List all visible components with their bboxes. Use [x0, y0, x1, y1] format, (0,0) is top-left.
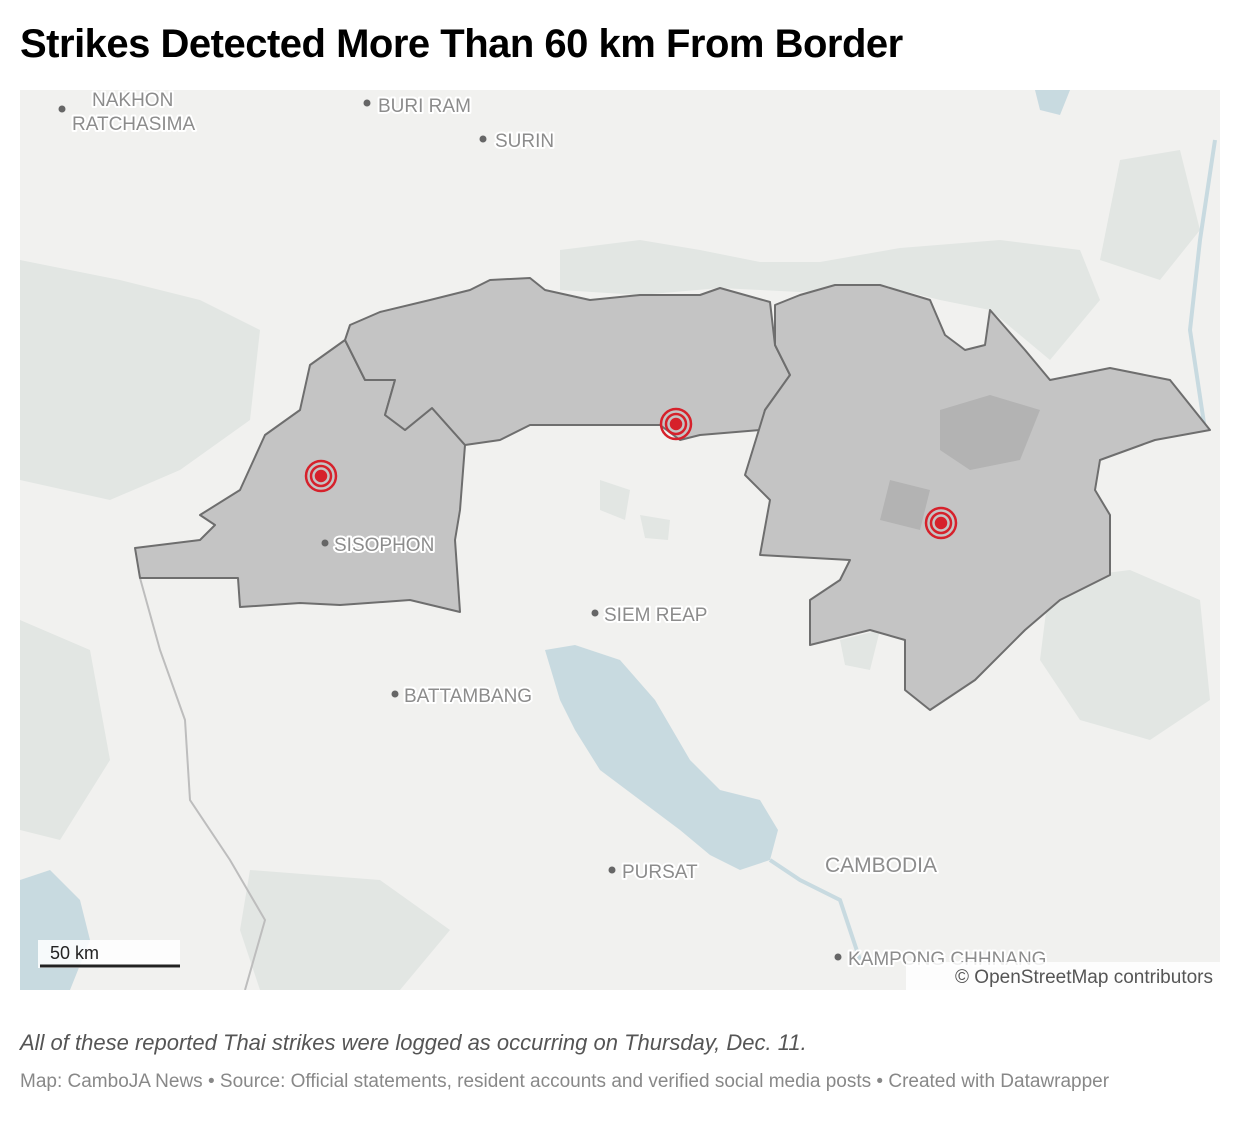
place-label: PURSAT — [622, 862, 698, 883]
river — [768, 858, 862, 961]
place-label: BURI RAM — [378, 96, 471, 117]
strike-markers — [304, 407, 958, 540]
scale-label: 50 km — [50, 943, 99, 963]
place-label: BATTAMBANG — [404, 686, 532, 707]
title: Strikes Detected More Than 60 km From Bo… — [20, 22, 903, 66]
strike-marker — [304, 459, 338, 493]
border — [139, 577, 267, 990]
source: Map: CamboJA News • Source: Official sta… — [20, 1071, 1110, 1092]
map: NAKHON RATCHASIMA BURI RAM SURIN SISOPHO… — [20, 90, 1220, 990]
note: All of these reported Thai strikes were … — [20, 1030, 807, 1055]
place-label: NAKHON — [92, 90, 173, 111]
river — [1187, 139, 1217, 431]
attribution: © OpenStreetMap contributors — [955, 967, 1213, 988]
place-label: SIEM REAP — [604, 605, 707, 626]
strike-marker — [659, 407, 693, 441]
place-dots — [58, 99, 842, 961]
place-label: CAMBODIA — [825, 854, 937, 877]
provinces — [134, 277, 1211, 711]
province-shade — [880, 395, 1040, 530]
province — [744, 284, 1211, 711]
place-label: SISOPHON — [334, 535, 434, 556]
place-label: SURIN — [495, 131, 554, 152]
strike-marker — [924, 506, 958, 540]
scale-box — [38, 940, 180, 968]
terrain — [20, 150, 1210, 990]
attribution-box — [906, 962, 1220, 990]
place-label: RATCHASIMA — [72, 114, 195, 135]
